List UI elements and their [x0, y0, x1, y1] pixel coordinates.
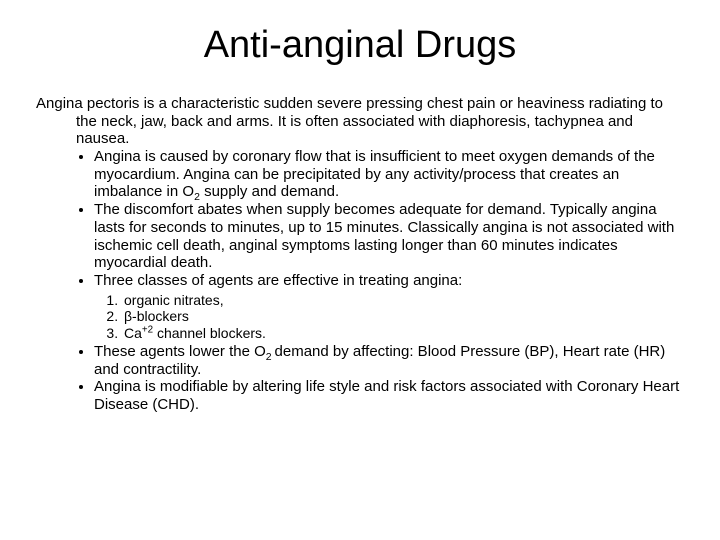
superscript: +2 [142, 324, 153, 335]
body-content: Angina pectoris is a characteristic sudd… [36, 95, 684, 414]
bullet-list-bottom: These agents lower the O2 demand by affe… [36, 343, 684, 414]
bullet-item: Three classes of agents are effective in… [94, 272, 684, 290]
numbered-list: organic nitrates, β-blockers Ca+2 channe… [36, 292, 684, 342]
bullet-item: Angina is modifiable by altering life st… [94, 378, 684, 413]
bullet-item: These agents lower the O2 demand by affe… [94, 343, 684, 378]
numbered-text-suffix: channel blockers. [153, 325, 266, 341]
numbered-item: organic nitrates, [122, 292, 684, 309]
bullet-text: These agents lower the O [94, 343, 266, 360]
bullet-list-top: Angina is caused by coronary flow that i… [36, 148, 684, 290]
bullet-text-suffix: supply and demand. [200, 183, 339, 200]
bullet-text: Angina is caused by coronary flow that i… [94, 148, 655, 200]
bullet-item: Angina is caused by coronary flow that i… [94, 148, 684, 201]
intro-paragraph: Angina pectoris is a characteristic sudd… [36, 95, 684, 148]
subscript: 2 [266, 351, 275, 363]
bullet-item: The discomfort abates when supply become… [94, 201, 684, 272]
slide-title: Anti-anginal Drugs [36, 24, 684, 67]
slide: Anti-anginal Drugs Angina pectoris is a … [0, 0, 720, 540]
numbered-item: β-blockers [122, 308, 684, 325]
numbered-item: Ca+2 channel blockers. [122, 325, 684, 342]
numbered-text: Ca [124, 325, 142, 341]
